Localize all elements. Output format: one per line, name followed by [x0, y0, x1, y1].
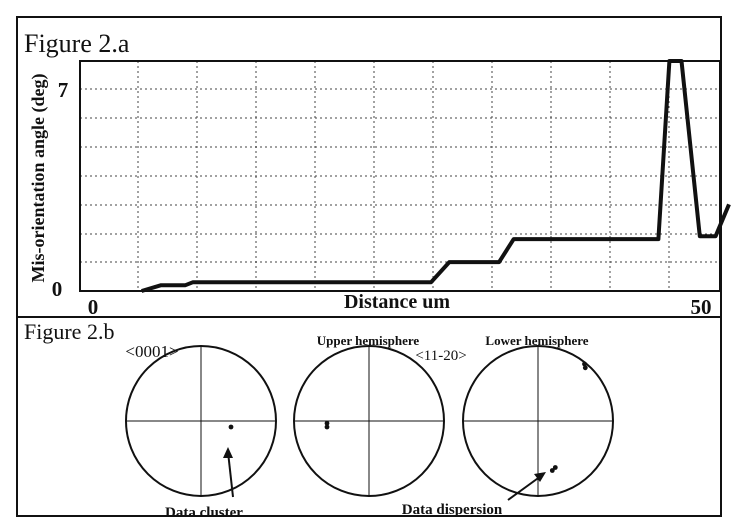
- pole-figures: [125, 345, 614, 497]
- pole-label-0001: <0001>: [125, 342, 178, 361]
- pole-data-point: [324, 420, 330, 426]
- annotation-data-cluster: Data cluster: [165, 505, 243, 521]
- y-tick-label-7: 7: [58, 78, 69, 102]
- annotation-data-dispersion: Data dispersion: [402, 502, 503, 518]
- pole-label-11-20: <11-20>: [415, 348, 466, 364]
- plot-grid: [80, 61, 720, 291]
- arrow-data-dispersion-head: [534, 472, 546, 482]
- lower-hemisphere-label: Lower hemisphere: [485, 333, 588, 348]
- figure-a-title: Figure 2.a: [24, 29, 130, 58]
- y-axis-label: Mis-orientation angle (deg): [28, 74, 49, 283]
- x-tick-label-0: 0: [88, 295, 99, 319]
- pole-data-point: [552, 465, 558, 470]
- pole-data-point: [582, 361, 587, 367]
- y-tick-label-0: 0: [52, 277, 63, 301]
- arrow-data-dispersion-shaft: [507, 475, 542, 501]
- upper-hemisphere-label: Upper hemisphere: [317, 333, 420, 348]
- figure-b-title: Figure 2.b: [24, 319, 114, 344]
- x-axis-label: Distance um: [344, 291, 450, 313]
- plot-frame: [79, 60, 721, 292]
- pole-data-point: [582, 365, 588, 371]
- x-tick-label-50: 50: [691, 295, 712, 319]
- pole-data-point: [228, 424, 234, 430]
- arrow-data-cluster-shaft: [227, 451, 234, 498]
- pole-data-point: [324, 424, 330, 430]
- pole-data-point: [549, 468, 555, 473]
- arrow-data-cluster-head: [223, 447, 233, 458]
- panel-b-border: [16, 316, 722, 517]
- series-line-misorientation: [141, 59, 731, 293]
